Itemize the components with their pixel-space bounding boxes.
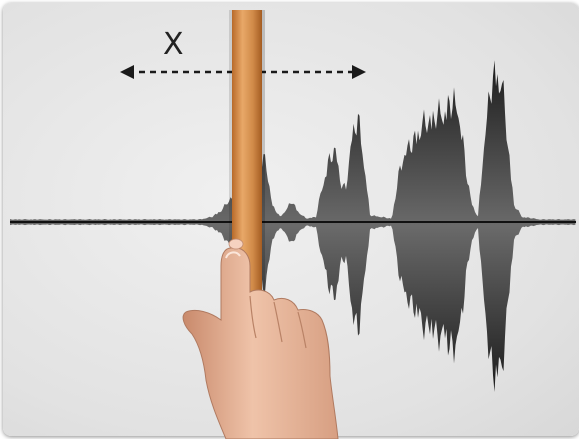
audio-waveform [10,60,576,392]
arrow-right-head [352,65,366,79]
arrow-left-head [120,65,134,79]
scrub-distance-label: X [163,27,184,62]
hand-pointer-icon [182,238,339,439]
waveform-shape [10,60,576,392]
